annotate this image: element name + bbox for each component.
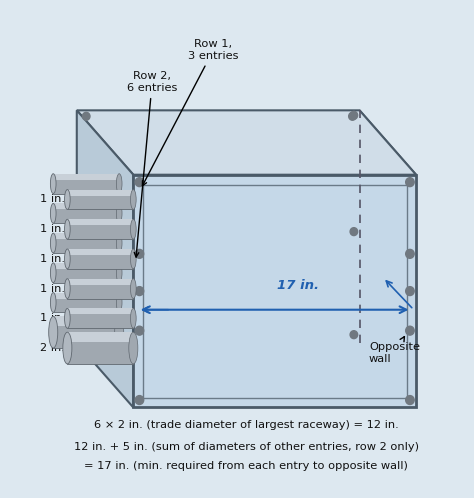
- Polygon shape: [67, 219, 133, 225]
- Ellipse shape: [50, 233, 56, 253]
- Polygon shape: [53, 293, 119, 312]
- Circle shape: [406, 287, 414, 295]
- Circle shape: [135, 178, 144, 187]
- Circle shape: [406, 249, 414, 258]
- Polygon shape: [67, 308, 133, 328]
- Text: 1 in.: 1 in.: [40, 195, 65, 205]
- Polygon shape: [67, 249, 133, 269]
- Polygon shape: [53, 316, 119, 348]
- Text: 17 in.: 17 in.: [277, 279, 319, 292]
- Polygon shape: [53, 204, 119, 223]
- Text: 1 in.: 1 in.: [40, 224, 65, 234]
- Circle shape: [135, 249, 144, 258]
- Circle shape: [350, 112, 357, 119]
- Circle shape: [349, 113, 356, 120]
- Polygon shape: [53, 174, 119, 194]
- Text: 2 in.: 2 in.: [40, 343, 65, 353]
- Ellipse shape: [49, 316, 58, 348]
- Circle shape: [82, 113, 90, 120]
- Text: 1 in.: 1 in.: [40, 284, 65, 294]
- Polygon shape: [67, 219, 133, 239]
- Ellipse shape: [117, 204, 122, 223]
- Text: Row 2,
6 entries: Row 2, 6 entries: [127, 71, 177, 257]
- Ellipse shape: [50, 174, 56, 194]
- Ellipse shape: [117, 263, 122, 283]
- Polygon shape: [53, 233, 119, 253]
- Polygon shape: [53, 174, 119, 180]
- Circle shape: [135, 287, 144, 295]
- Polygon shape: [67, 332, 133, 342]
- Ellipse shape: [117, 174, 122, 194]
- Ellipse shape: [130, 219, 136, 239]
- Polygon shape: [67, 279, 133, 285]
- Ellipse shape: [115, 316, 124, 348]
- FancyBboxPatch shape: [143, 185, 407, 397]
- Polygon shape: [53, 316, 119, 326]
- Text: Opposite
wall: Opposite wall: [369, 337, 420, 364]
- Polygon shape: [67, 190, 133, 209]
- Circle shape: [406, 395, 414, 404]
- Ellipse shape: [63, 332, 72, 364]
- Ellipse shape: [64, 308, 70, 328]
- Text: 1 in.: 1 in.: [40, 254, 65, 264]
- Polygon shape: [67, 308, 133, 314]
- Polygon shape: [53, 233, 119, 239]
- Circle shape: [350, 228, 357, 236]
- Text: Row 1,
3 entries: Row 1, 3 entries: [142, 39, 239, 186]
- Ellipse shape: [130, 190, 136, 209]
- Ellipse shape: [64, 249, 70, 269]
- Circle shape: [406, 326, 414, 335]
- Text: 6 × 2 in. (trade diameter of largest raceway) = 12 in.: 6 × 2 in. (trade diameter of largest rac…: [94, 420, 399, 430]
- Polygon shape: [67, 332, 133, 364]
- Ellipse shape: [64, 219, 70, 239]
- Ellipse shape: [50, 204, 56, 223]
- Polygon shape: [67, 249, 133, 255]
- Polygon shape: [53, 263, 119, 269]
- Ellipse shape: [129, 332, 138, 364]
- Circle shape: [135, 326, 144, 335]
- Ellipse shape: [50, 293, 56, 312]
- Polygon shape: [53, 204, 119, 209]
- Ellipse shape: [130, 308, 136, 328]
- Ellipse shape: [64, 279, 70, 298]
- Polygon shape: [77, 111, 133, 407]
- Text: = 17 in. (min. required from each entry to opposite wall): = 17 in. (min. required from each entry …: [84, 462, 409, 472]
- Ellipse shape: [50, 263, 56, 283]
- Polygon shape: [359, 111, 416, 407]
- Polygon shape: [133, 175, 416, 407]
- Ellipse shape: [64, 190, 70, 209]
- Text: 12 in. + 5 in. (sum of diameters of other entries, row 2 only): 12 in. + 5 in. (sum of diameters of othe…: [74, 442, 419, 452]
- Text: 1 in.: 1 in.: [40, 313, 65, 323]
- Circle shape: [135, 395, 144, 404]
- Ellipse shape: [130, 249, 136, 269]
- Polygon shape: [53, 263, 119, 283]
- Circle shape: [406, 178, 414, 187]
- Polygon shape: [53, 293, 119, 298]
- Ellipse shape: [117, 233, 122, 253]
- Circle shape: [350, 331, 357, 339]
- Polygon shape: [77, 111, 416, 175]
- Ellipse shape: [130, 279, 136, 298]
- Ellipse shape: [117, 293, 122, 312]
- Polygon shape: [67, 190, 133, 196]
- Polygon shape: [67, 279, 133, 298]
